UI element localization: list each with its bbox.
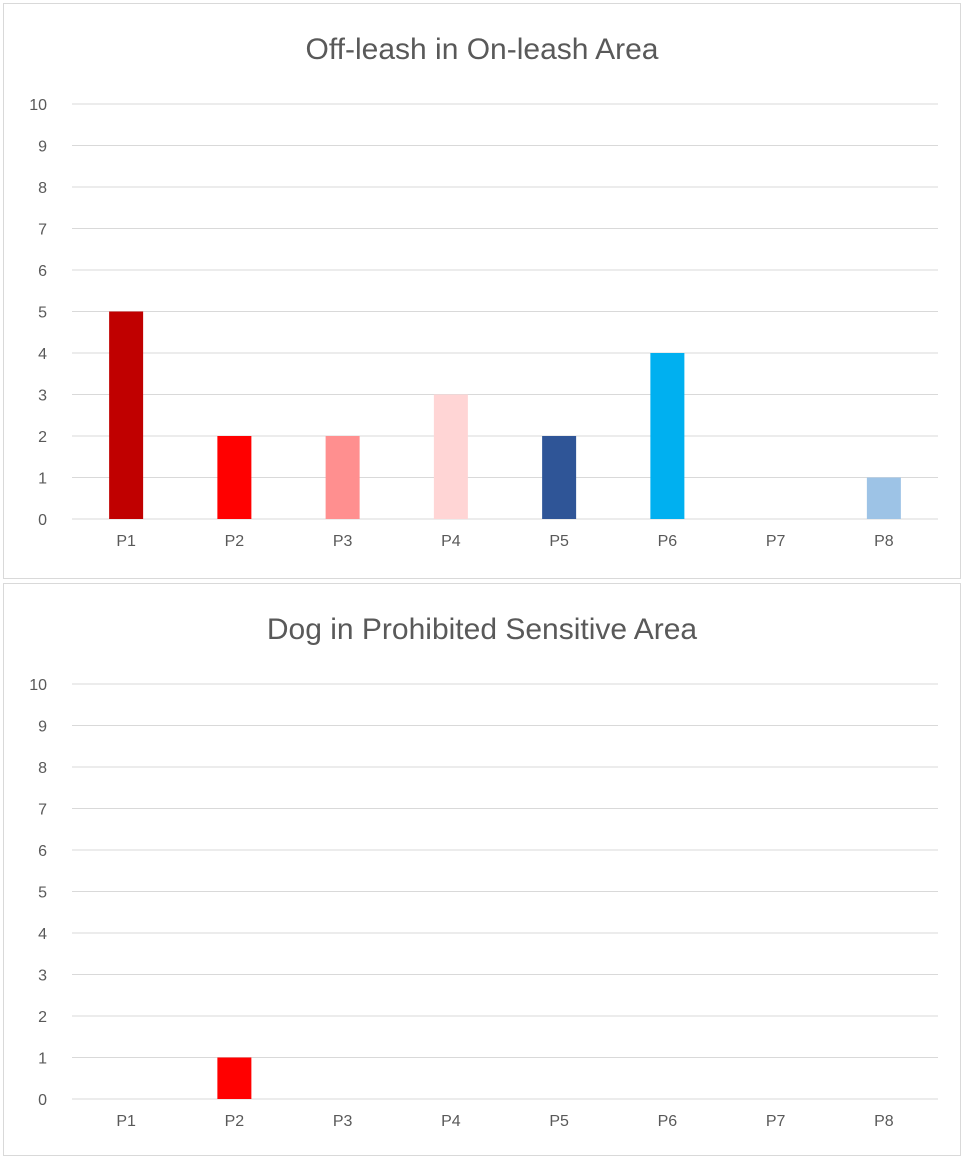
chart-title: Dog in Prohibited Sensitive Area xyxy=(267,613,698,646)
bar-p1 xyxy=(109,311,144,519)
y-tick-label: 9 xyxy=(38,719,47,736)
y-tick-label: 3 xyxy=(38,388,47,405)
y-tick-label: 3 xyxy=(38,968,47,985)
y-tick-label: 2 xyxy=(38,1009,47,1026)
bar-p2 xyxy=(217,1057,252,1099)
y-tick-label: 7 xyxy=(38,222,47,239)
y-tick-label: 5 xyxy=(38,305,47,322)
bar-p4 xyxy=(433,394,468,519)
x-tick-label: P6 xyxy=(658,1113,678,1130)
x-tick-label: P3 xyxy=(333,533,353,550)
y-tick-label: 4 xyxy=(38,926,47,943)
y-tick-label: 0 xyxy=(38,1092,47,1109)
y-tick-label: 5 xyxy=(38,885,47,902)
x-tick-label: P2 xyxy=(225,533,245,550)
x-tick-label: P8 xyxy=(874,533,894,550)
x-tick-label: P1 xyxy=(116,1113,136,1130)
x-tick-label: P5 xyxy=(549,1113,569,1130)
y-tick-label: 6 xyxy=(38,263,47,280)
y-tick-label: 10 xyxy=(29,677,47,694)
x-tick-label: P2 xyxy=(225,1113,245,1130)
bar-chart-off-leash: Off-leash in On-leash Area 012345678910 … xyxy=(29,33,938,550)
x-tick-label: P7 xyxy=(766,1113,786,1130)
x-tick-label: P5 xyxy=(549,533,569,550)
y-tick-label: 2 xyxy=(38,429,47,446)
y-tick-label: 8 xyxy=(38,760,47,777)
chart-title: Off-leash in On-leash Area xyxy=(306,33,659,66)
bar-p8 xyxy=(866,477,901,519)
x-tick-label: P6 xyxy=(658,533,678,550)
chart-panel-prohibited-area: Dog in Prohibited Sensitive Area 0 1 2 3 4 5 6… xyxy=(3,583,961,1156)
y-tick-label: 0 xyxy=(38,512,47,529)
x-tick-label: P3 xyxy=(333,1113,353,1130)
bar-p2 xyxy=(217,436,252,519)
chart-panel-off-leash: Off-leash in On-leash Area 0 1 2 3 4 5 6 7 8 9 10 … xyxy=(3,3,961,579)
y-tick-label: 6 xyxy=(38,843,47,860)
bar-p6 xyxy=(650,353,685,519)
y-tick-label: 1 xyxy=(38,1051,47,1068)
x-tick-label: P7 xyxy=(766,533,786,550)
x-tick-label: P8 xyxy=(874,1113,894,1130)
bar-chart-prohibited-area: Dog in Prohibited Sensitive Area 0 1 2 3 4 5 6… xyxy=(29,613,938,1130)
x-tick-label: P4 xyxy=(441,1113,461,1130)
bar-p3 xyxy=(325,436,360,519)
x-tick-label: P1 xyxy=(116,533,136,550)
y-tick-label: 9 xyxy=(38,139,47,156)
y-tick-label: 1 xyxy=(38,471,47,488)
x-tick-label: P4 xyxy=(441,533,461,550)
y-tick-label: 7 xyxy=(38,802,47,819)
bar-p5 xyxy=(542,436,577,519)
y-tick-label: 10 xyxy=(29,97,47,114)
y-tick-label: 8 xyxy=(38,180,47,197)
y-tick-label: 4 xyxy=(38,346,47,363)
